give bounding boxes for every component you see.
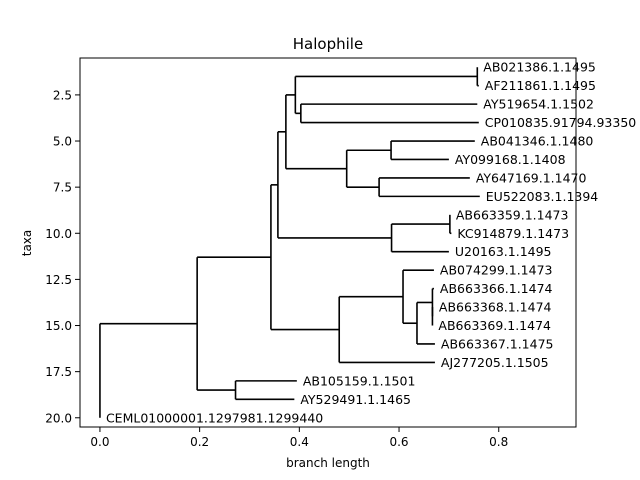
y-tick-label: 15.0 bbox=[45, 319, 72, 333]
leaf-label: AB663366.1.1474 bbox=[440, 281, 553, 296]
y-tick-label: 12.5 bbox=[45, 273, 72, 287]
leaf-label: AJ277205.1.1505 bbox=[441, 355, 549, 370]
leaf-label: CP010835.91794.93350 bbox=[485, 115, 637, 130]
x-axis-label: branch length bbox=[286, 456, 370, 470]
x-axis-ticks: 0.0 0.2 0.4 0.6 0.8 bbox=[90, 427, 508, 449]
y-tick-label: 5.0 bbox=[53, 135, 72, 149]
y-tick-label: 17.5 bbox=[45, 365, 72, 379]
plot-frame bbox=[80, 58, 576, 427]
y-axis-label: taxa bbox=[20, 230, 34, 257]
leaf-label: KC914879.1.1473 bbox=[457, 226, 569, 241]
leaf-label: EU522083.1.1394 bbox=[486, 189, 599, 204]
y-tick-label: 10.0 bbox=[45, 227, 72, 241]
leaf-label: AB663367.1.1475 bbox=[441, 336, 554, 351]
x-tick-label: 0.2 bbox=[190, 435, 209, 449]
chart-title: Halophile bbox=[293, 35, 363, 53]
leaf-label: AB663359.1.1473 bbox=[456, 207, 569, 222]
leaf-label: AB041346.1.1480 bbox=[481, 134, 594, 149]
y-tick-label: 2.5 bbox=[53, 88, 72, 102]
x-tick-label: 0.0 bbox=[90, 435, 109, 449]
y-axis-ticks: 2.5 5.0 7.5 10.0 12.5 15.0 17.5 20.0 bbox=[45, 88, 80, 425]
x-tick-label: 0.4 bbox=[290, 435, 309, 449]
leaf-label: U20163.1.1495 bbox=[455, 244, 552, 259]
leaf-label: AB021386.1.1495 bbox=[483, 60, 596, 75]
leaf-label: AY529491.1.1465 bbox=[300, 392, 411, 407]
leaf-label: CEML01000001.1297981.1299440 bbox=[106, 410, 323, 425]
leaf-label: AY519654.1.1502 bbox=[483, 97, 594, 112]
leaf-label: AB105159.1.1501 bbox=[303, 373, 416, 388]
leaf-label: AY647169.1.1470 bbox=[476, 170, 587, 185]
leaf-label: AB663368.1.1474 bbox=[439, 300, 552, 315]
leaf-label: AF211861.1.1495 bbox=[485, 78, 596, 93]
y-tick-label: 20.0 bbox=[45, 411, 72, 425]
y-tick-label: 7.5 bbox=[53, 181, 72, 195]
x-tick-label: 0.6 bbox=[389, 435, 408, 449]
leaf-label: AB074299.1.1473 bbox=[440, 263, 553, 278]
tree-branches bbox=[100, 67, 480, 418]
leaf-label: AY099168.1.1408 bbox=[455, 152, 566, 167]
leaf-label: AB663369.1.1474 bbox=[438, 318, 551, 333]
leaf-labels: AB021386.1.1495 AF211861.1.1495 AY519654.1… bbox=[106, 60, 636, 426]
x-tick-label: 0.8 bbox=[489, 435, 508, 449]
